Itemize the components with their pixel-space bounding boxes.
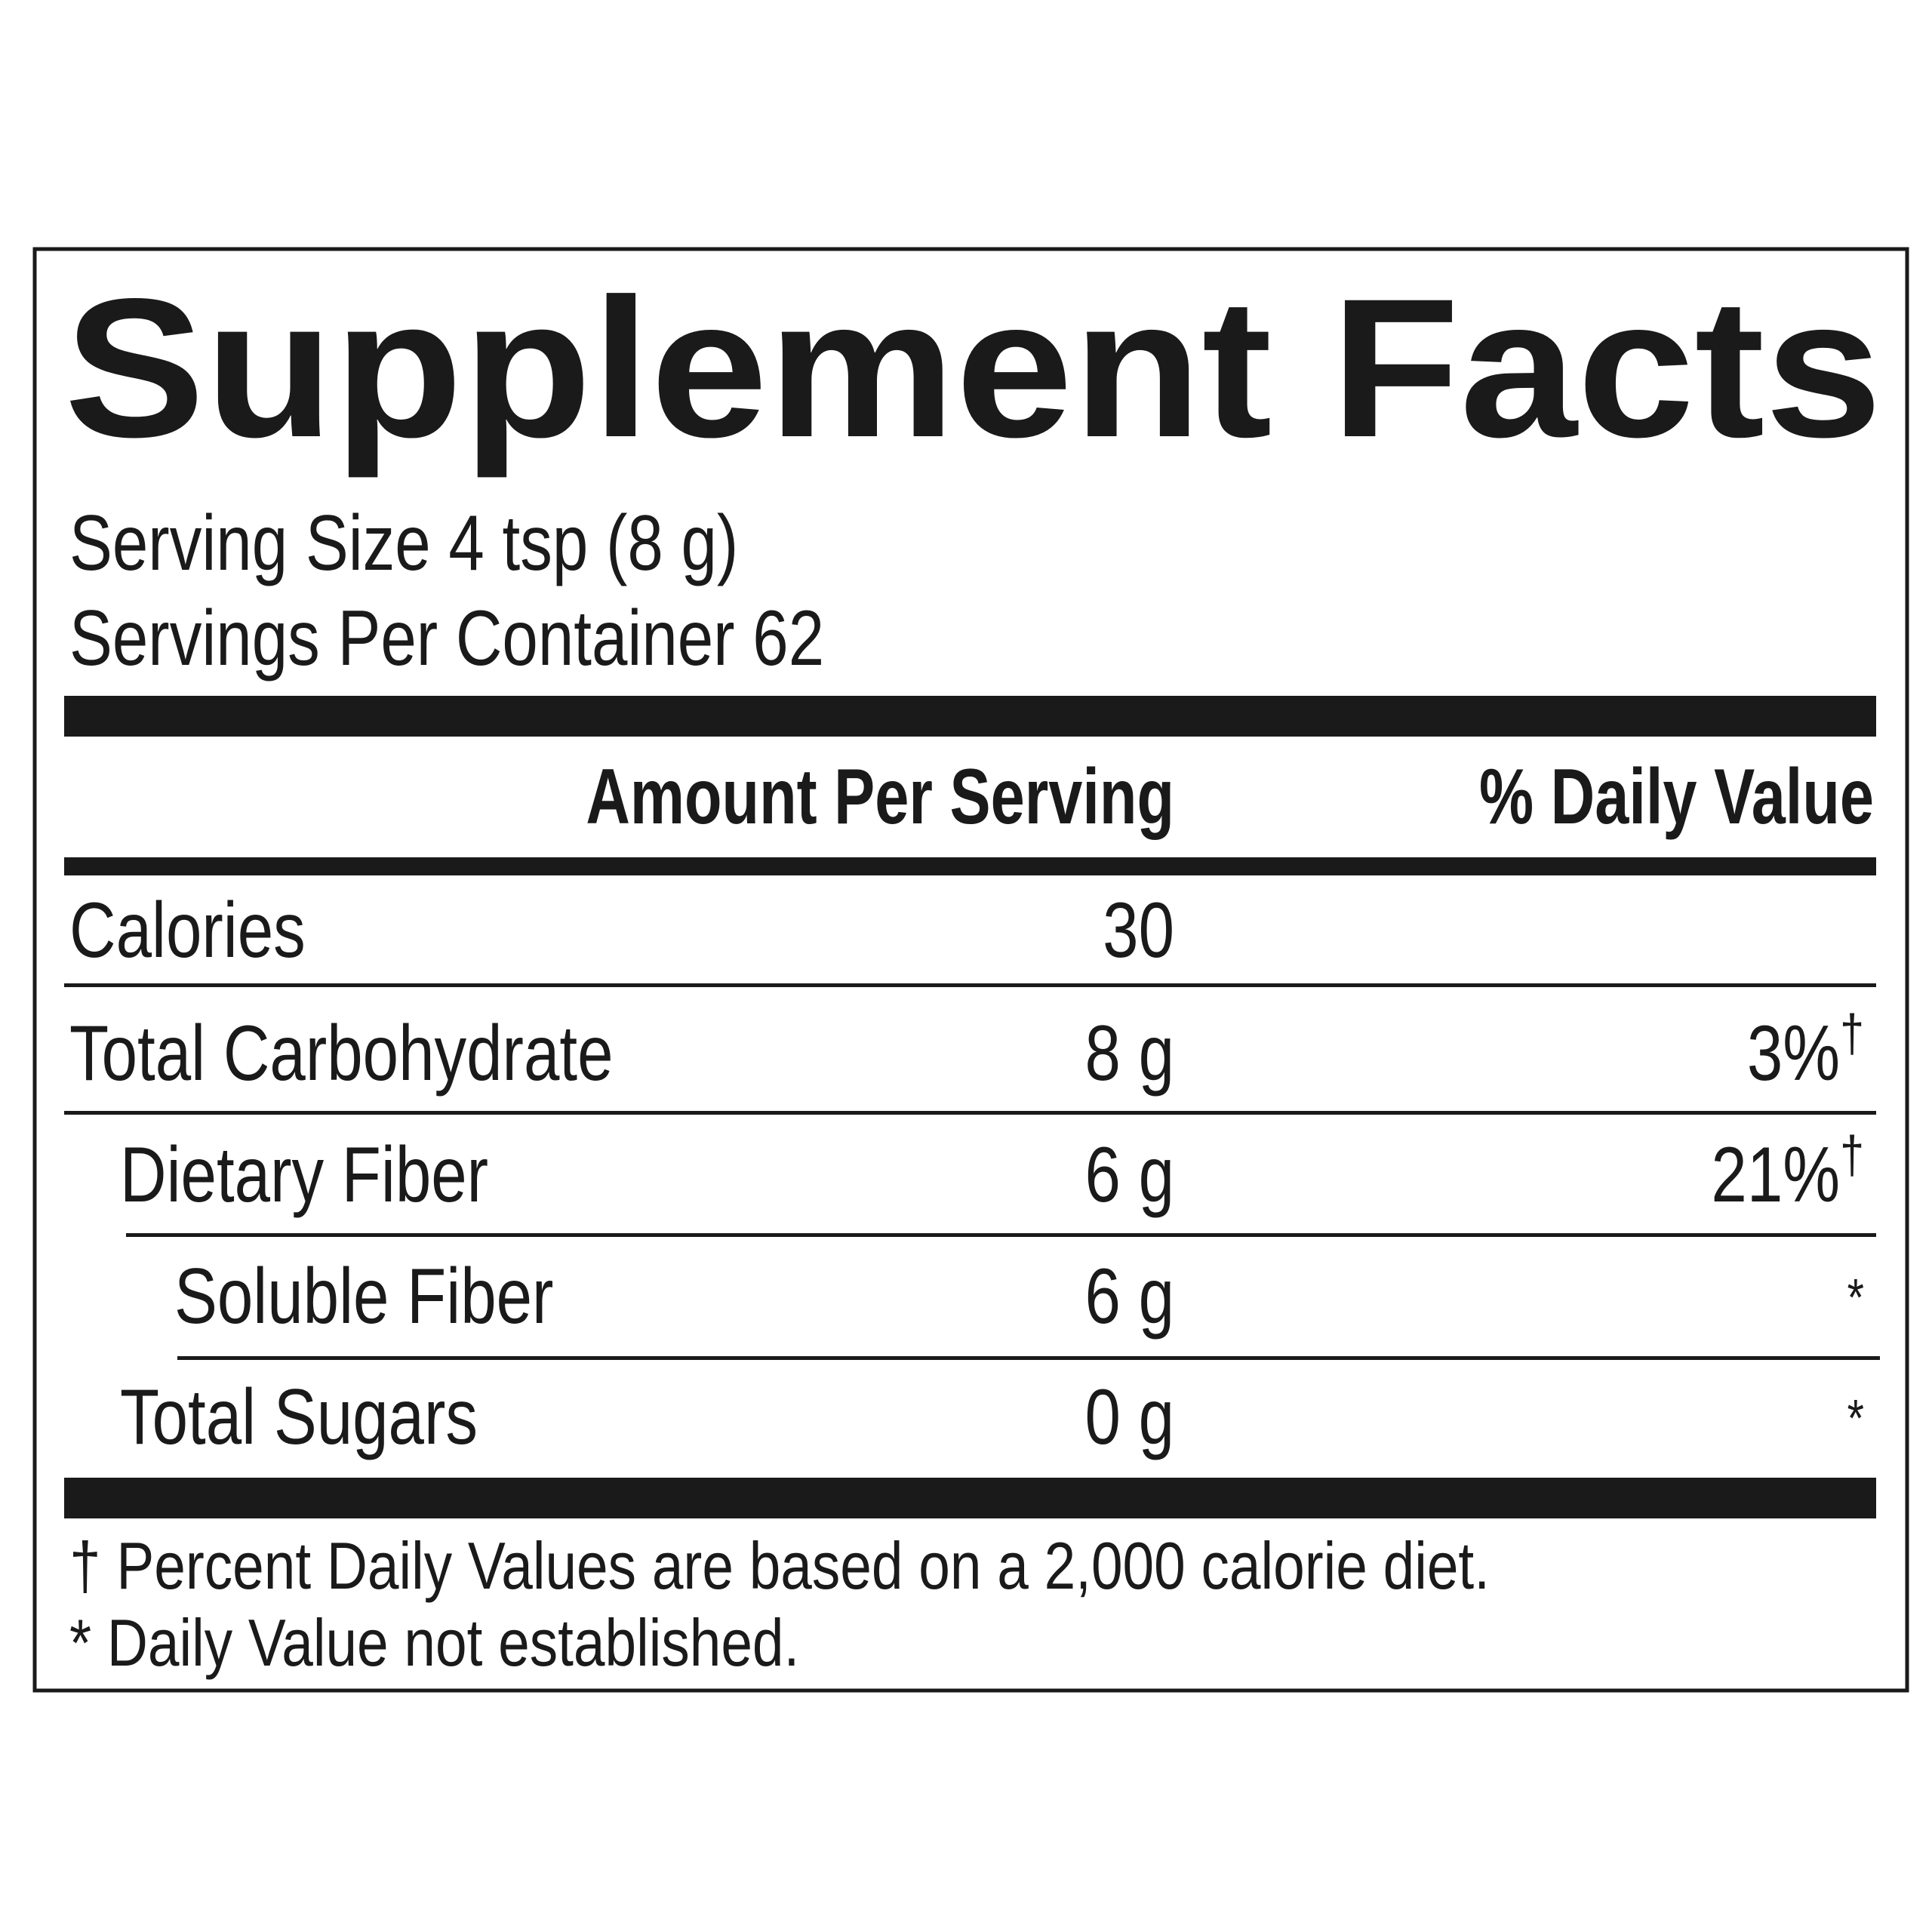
row-rule [126, 1233, 1876, 1237]
amount: 6 g [1084, 1253, 1174, 1340]
cell: Total Sugars [120, 1374, 478, 1461]
nutrient-name: Soluble Fiber [174, 1253, 553, 1340]
nutrient-name: Calories [69, 887, 306, 974]
cell: 6 g [1084, 1253, 1174, 1340]
cell: 6 g [1084, 1131, 1174, 1219]
label-border [32, 247, 1909, 1693]
cell: Dietary Fiber [120, 1131, 488, 1219]
footnote: * Daily Value not established. [69, 1606, 799, 1680]
footnote-group: † Percent Daily Values are based on a 2,… [69, 1529, 1490, 1603]
cell: 0 g [1084, 1374, 1174, 1461]
header-dv-group: % Daily Value [1479, 752, 1874, 840]
servings-group: Servings Per Container 62 [69, 595, 824, 682]
amount: 6 g [1084, 1131, 1174, 1219]
medium-bar [64, 857, 1876, 875]
header-amount-group: Amount Per Serving [586, 752, 1174, 840]
daily-value: * [1847, 1389, 1864, 1448]
amount: 8 g [1084, 1010, 1174, 1097]
cell: * [1847, 1389, 1864, 1448]
servings-per-container: Servings Per Container 62 [69, 595, 824, 682]
daily-value: * [1847, 1268, 1864, 1327]
daily-value: 3%† [1747, 1004, 1864, 1097]
title: Supplement Facts [64, 257, 1882, 479]
cell: * [1847, 1268, 1864, 1327]
nutrient-name: Dietary Fiber [120, 1131, 488, 1219]
cell: 30 [1103, 887, 1174, 974]
amount: 0 g [1084, 1374, 1174, 1461]
row-rule [64, 1111, 1876, 1115]
footnote-mark: † [1840, 1004, 1864, 1063]
cell: Total Carbohydrate [69, 1010, 613, 1097]
cell: 21%† [1711, 1125, 1864, 1219]
thick-bar [64, 696, 1876, 737]
cell: Soluble Fiber [174, 1253, 553, 1340]
footnote-group: * Daily Value not established. [69, 1606, 799, 1680]
rows: Calories 30 Total Carbohydrate 8 g 3%† Dietar… [64, 887, 1880, 1461]
row-rule [64, 983, 1876, 987]
footnote-mark: * [1847, 1389, 1864, 1448]
nutrient-name: Total Sugars [120, 1374, 478, 1461]
header-amount: Amount Per Serving [586, 752, 1174, 840]
daily-value-number: 21% [1711, 1131, 1840, 1219]
footnote: † Percent Daily Values are based on a 2,… [69, 1529, 1490, 1603]
serving-size: Serving Size 4 tsp (8 g) [69, 500, 738, 587]
cell: 3%† [1747, 1004, 1864, 1097]
cell: Calories [69, 887, 306, 974]
footnote-mark: * [1847, 1268, 1864, 1327]
serving-size-group: Serving Size 4 tsp (8 g) [69, 500, 738, 587]
daily-value-number: 3% [1747, 1010, 1840, 1097]
nutrient-name: Total Carbohydrate [69, 1010, 613, 1097]
amount: 30 [1103, 887, 1174, 974]
footnote-mark: † [1840, 1125, 1864, 1185]
thick-bar [64, 1478, 1876, 1518]
cell: 8 g [1084, 1010, 1174, 1097]
daily-value: 21%† [1711, 1125, 1864, 1219]
row-rule [177, 1356, 1880, 1360]
header-daily-value: % Daily Value [1479, 752, 1874, 840]
